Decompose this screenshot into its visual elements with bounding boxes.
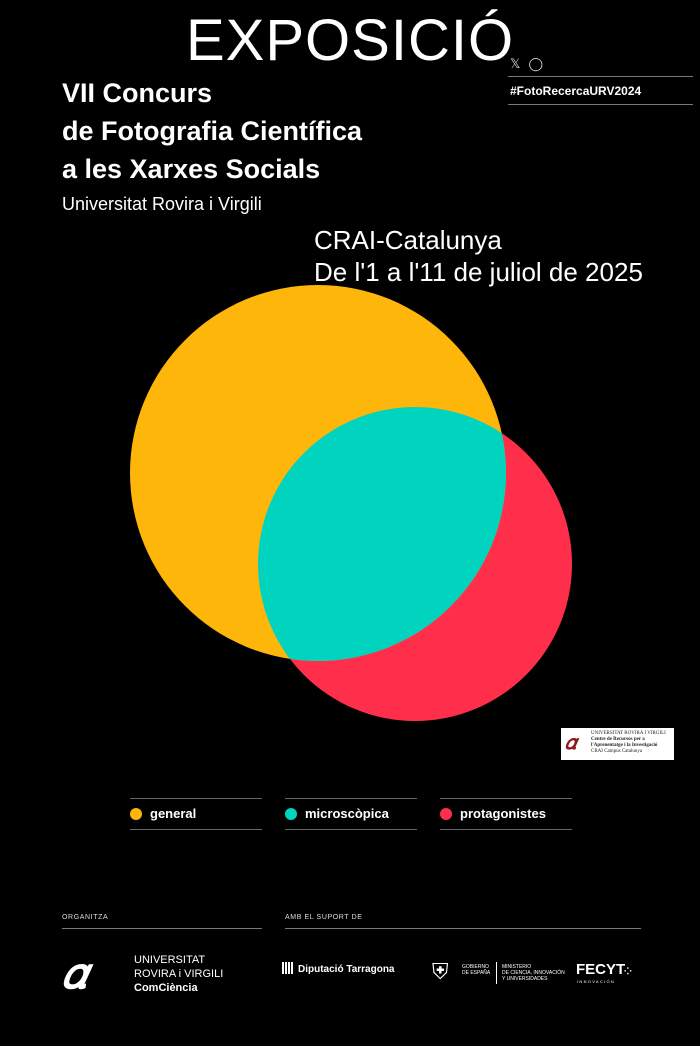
category-protagonistes: protagonistes [440, 806, 546, 821]
divider [285, 798, 417, 799]
gobierno-line: GOBIERNO [462, 964, 489, 970]
support-label: AMB EL SUPORT DE [285, 914, 363, 921]
ministerio-line: MINISTERIO [502, 964, 532, 970]
exhibit-title: EXPOSICIÓ [186, 8, 515, 73]
category-general: general [130, 806, 196, 821]
divider [130, 798, 262, 799]
crai-logo-text: CRAI Campus Catalunya [591, 749, 643, 754]
contest-title-line: VII Concurs [62, 78, 213, 108]
divider [496, 962, 497, 984]
urv-text-line: UNIVERSITAT [134, 954, 206, 966]
university-name: Universitat Rovira i Virgili [62, 194, 262, 214]
divider [440, 829, 572, 830]
fecyt-subtitle: INNOVACIÓN [577, 979, 616, 984]
ministerio-line: Y UNIVERSIDADES [502, 976, 548, 982]
red-circle-icon [440, 808, 452, 820]
divider [440, 798, 572, 799]
diputacio-logo: Diputació Tarragona [282, 962, 395, 975]
crai-logo: 𝛼 UNIVERSITAT ROVIRA I VIRGILI Centre de… [561, 728, 674, 760]
x-icon[interactable]: 𝕏 [510, 56, 521, 71]
diputacio-icon [282, 962, 294, 974]
crai-logo-text: l'Aprenentatge i la Investigació [591, 743, 658, 748]
hashtag: #FotoRecercaURV2024 [510, 84, 642, 98]
urv-text-line: ComCiència [134, 982, 198, 994]
divider [285, 829, 417, 830]
urv-logo-mark: 𝛼 [565, 732, 577, 754]
divider [285, 928, 641, 929]
divider [62, 928, 262, 929]
organizer-label: ORGANITZA [62, 914, 109, 921]
ministerio-line: DE CIENCIA, INNOVACIÓN [502, 970, 565, 976]
category-label: general [150, 806, 197, 821]
ministerio-label: MINISTERIO DE CIENCIA, INNOVACIÓN Y UNIV… [502, 964, 565, 982]
category-microscopica: microscòpica [285, 806, 389, 821]
social-icons: 𝕏 ◯ [510, 56, 551, 72]
venue-place: CRAI-Catalunya [314, 225, 502, 255]
category-label: microscòpica [305, 806, 389, 821]
crai-logo-text: Centre de Recursos per a [591, 737, 645, 742]
instagram-icon[interactable]: ◯ [528, 56, 544, 71]
crai-logo-text: UNIVERSITAT ROVIRA I VIRGILI [591, 731, 666, 736]
yellow-circle-icon [130, 808, 142, 820]
urv-text-line: ROVIRA i VIRGILI [134, 968, 224, 980]
contest-title-line: a les Xarxes Socials [62, 154, 321, 184]
divider [508, 104, 693, 105]
venue-info: CRAI-Catalunya De l'1 a l'11 de juliol d… [314, 224, 643, 288]
gobierno-line: DE ESPAÑA [462, 970, 491, 976]
venue-dates: De l'1 a l'11 de juliol de 2025 [314, 257, 643, 287]
gobierno-label: GOBIERNO DE ESPAÑA [462, 964, 490, 976]
urv-logo-text: UNIVERSITAT ROVIRA i VIRGILI ComCiència [134, 953, 223, 995]
urv-logo-mark: 𝛼 [62, 949, 88, 998]
divider [130, 829, 262, 830]
teal-circle-icon [285, 808, 297, 820]
category-label: protagonistes [460, 806, 546, 821]
divider [508, 76, 693, 77]
fecyt-dots-icon: ⁘ [622, 963, 634, 979]
contest-title: VII Concurs de Fotografia Científica a l… [62, 74, 362, 188]
spain-shield-icon: ⛨ [432, 959, 449, 984]
diputacio-label: Diputació Tarragona [298, 964, 395, 975]
contest-title-line: de Fotografia Científica [62, 116, 363, 146]
fecyt-logo: FECYT [576, 961, 626, 978]
